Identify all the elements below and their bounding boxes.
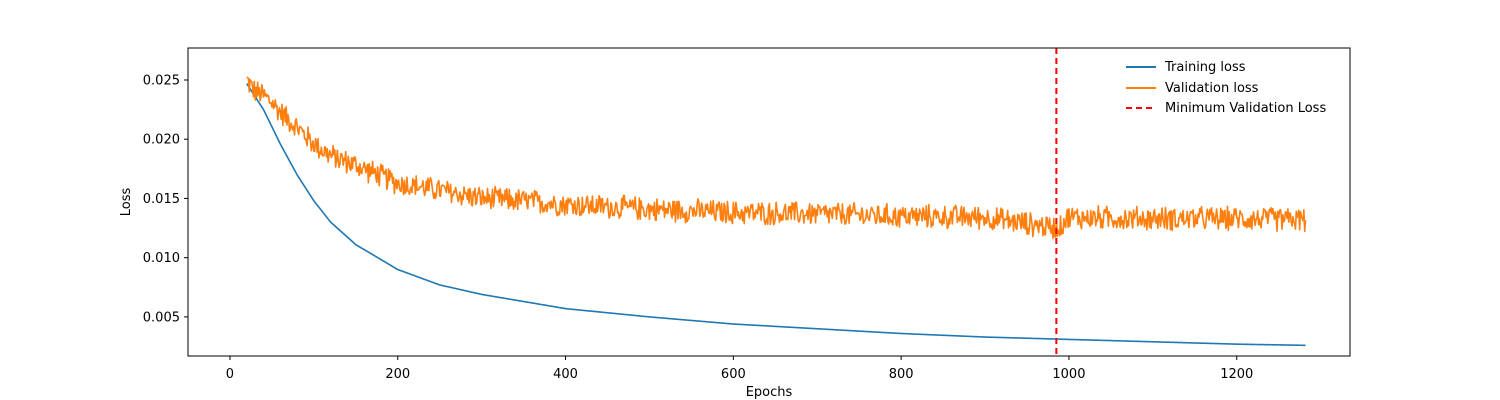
legend-label-min-val: Minimum Validation Loss bbox=[1165, 101, 1326, 116]
legend: Training loss Validation loss Minimum Va… bbox=[1126, 60, 1326, 116]
x-tick-label: 800 bbox=[889, 367, 914, 382]
plot-area bbox=[188, 48, 1350, 356]
plot-frame bbox=[187, 47, 1351, 357]
x-tick-label: 200 bbox=[385, 367, 410, 382]
y-tick-label: 0.010 bbox=[143, 251, 180, 266]
series-layer bbox=[246, 76, 1307, 347]
y-tick-label: 0.015 bbox=[143, 192, 180, 207]
legend-label-validation: Validation loss bbox=[1165, 81, 1259, 96]
y-tick-label: 0.005 bbox=[143, 310, 180, 325]
x-axis-label: Epochs bbox=[746, 385, 793, 400]
legend-label-training: Training loss bbox=[1164, 60, 1246, 75]
y-axis: 0.005 0.010 0.015 0.020 0.025 bbox=[143, 73, 188, 325]
x-tick-label: 1200 bbox=[1220, 367, 1253, 382]
x-tick-label: 400 bbox=[553, 367, 578, 382]
y-tick-label: 0.020 bbox=[143, 133, 180, 148]
x-axis: 0 200 400 600 800 1000 1200 bbox=[226, 356, 1253, 382]
series-line-0 bbox=[246, 83, 1306, 347]
x-tick-label: 0 bbox=[226, 367, 234, 382]
series-line-1 bbox=[246, 76, 1307, 240]
y-tick-label: 0.025 bbox=[143, 73, 180, 88]
x-tick-label: 600 bbox=[721, 367, 746, 382]
x-tick-label: 1000 bbox=[1052, 367, 1085, 382]
y-axis-label: Loss bbox=[119, 188, 134, 217]
